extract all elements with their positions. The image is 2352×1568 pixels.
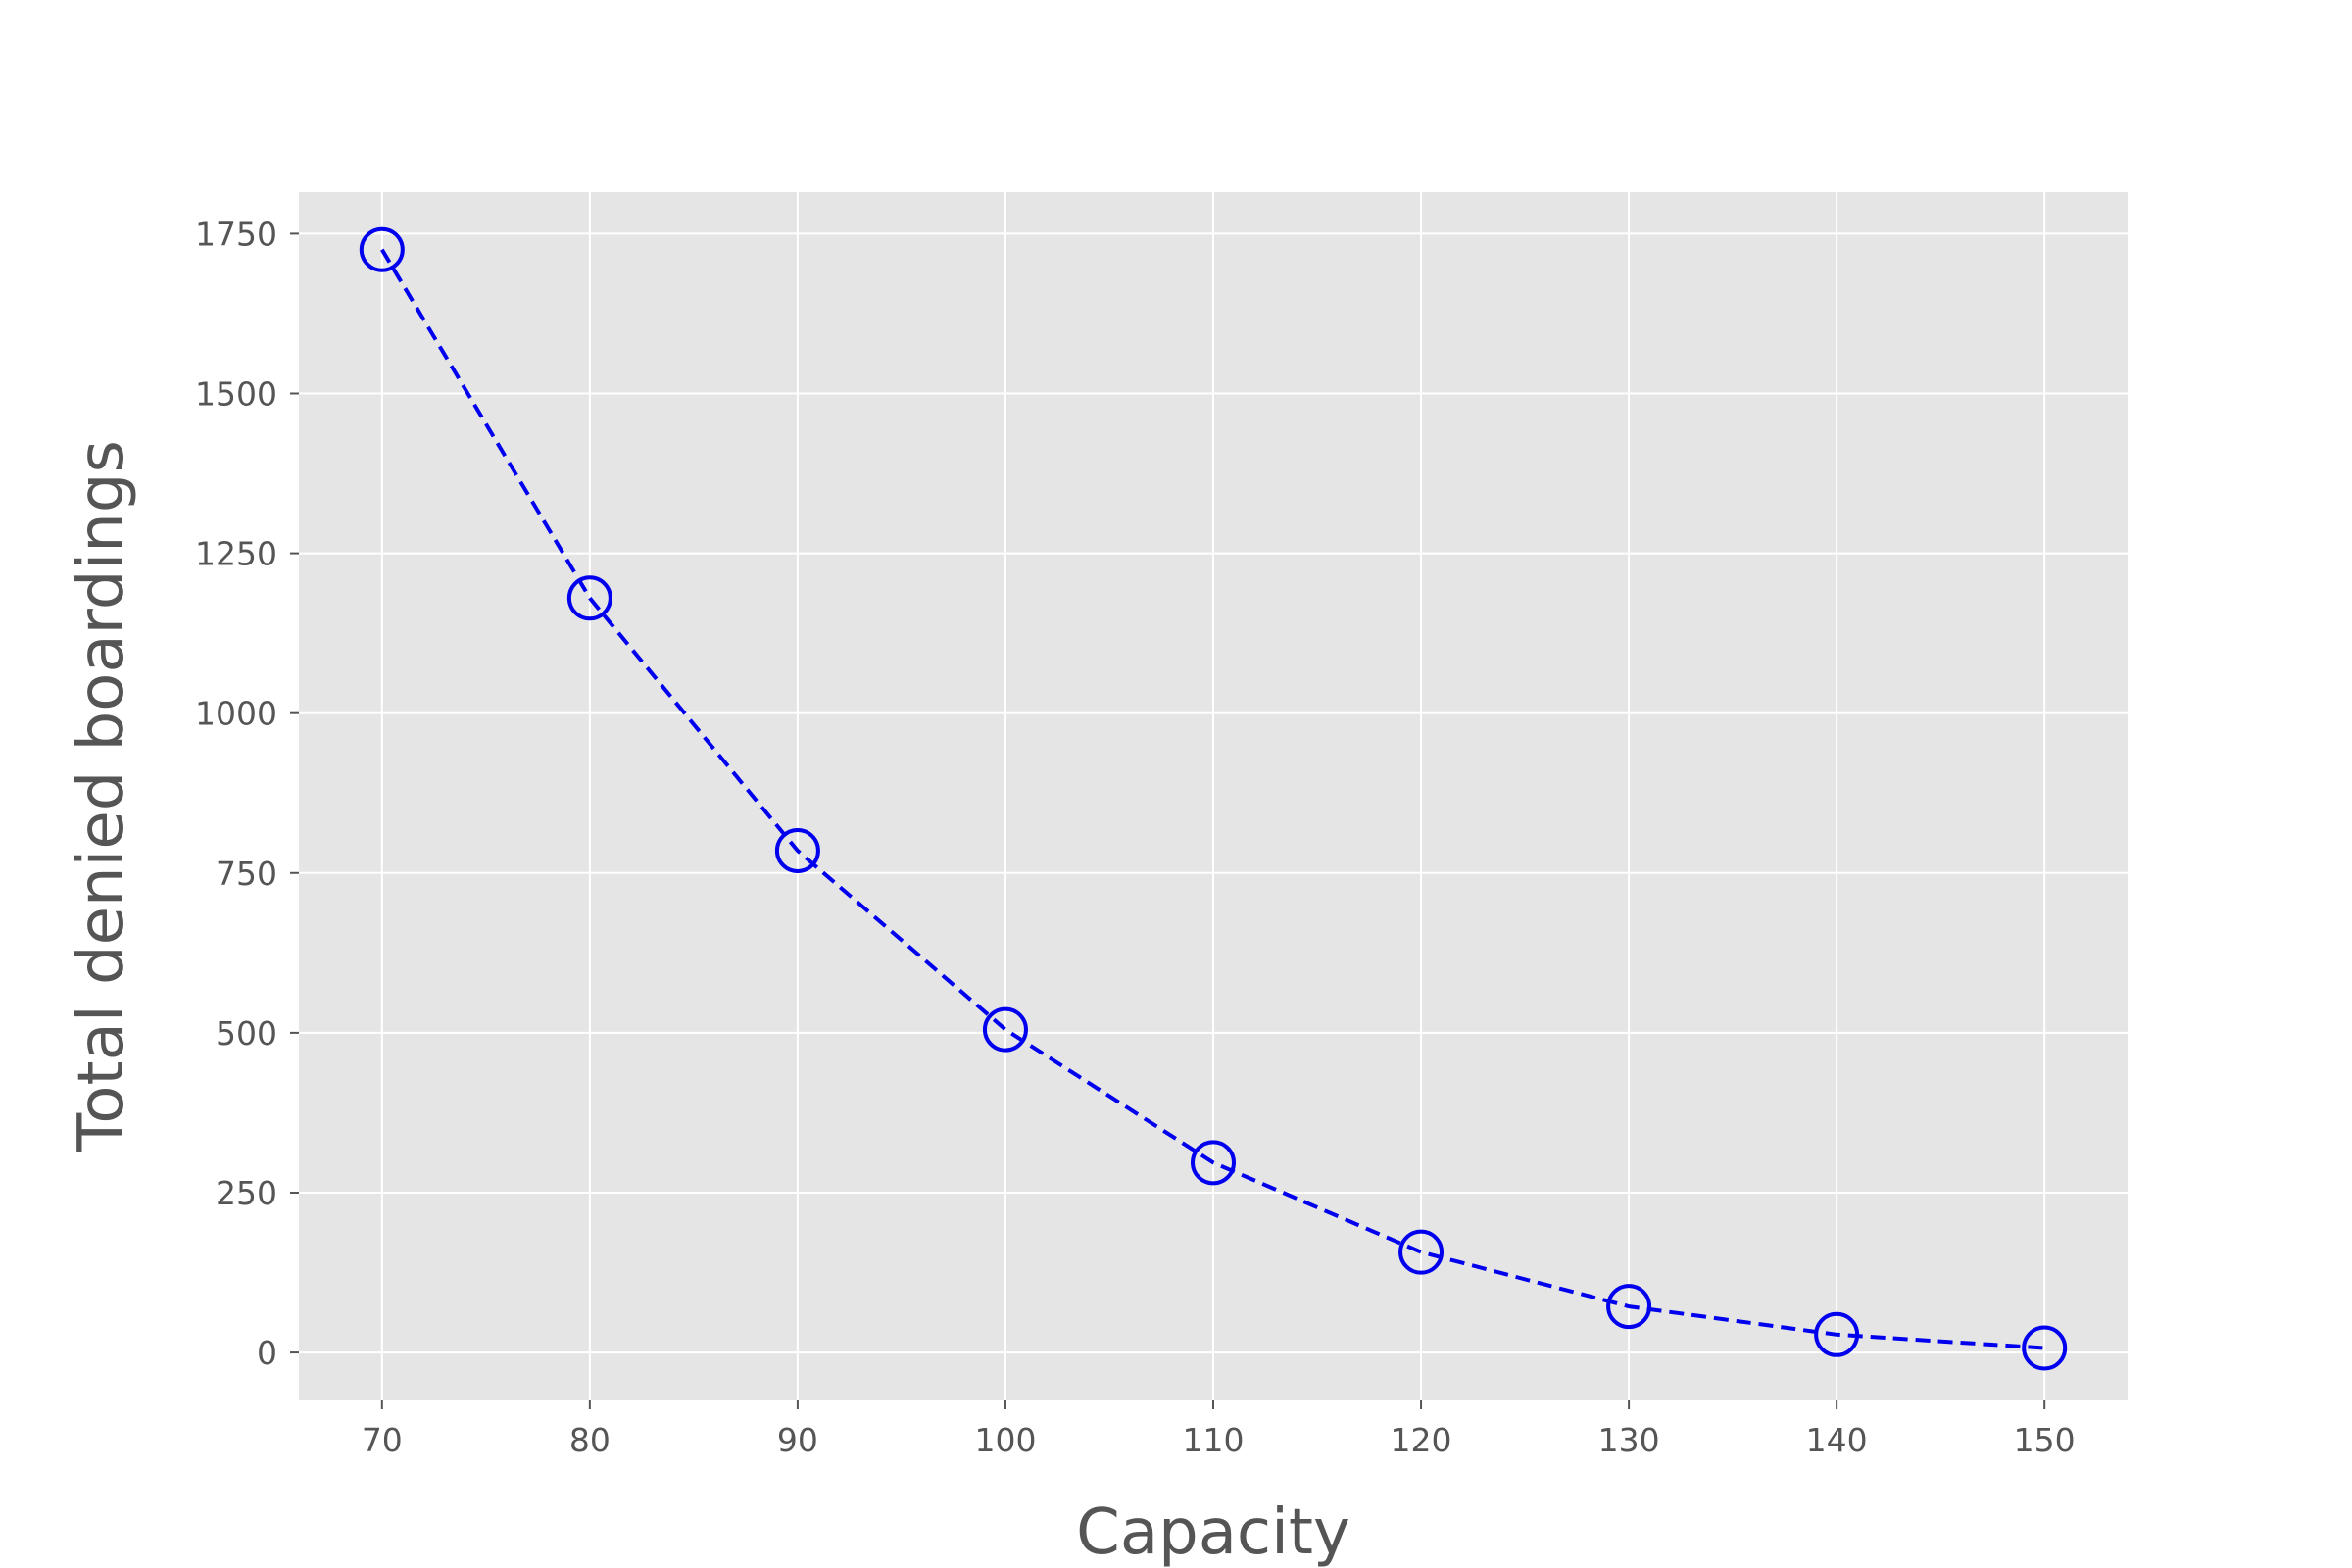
data-point (1191, 1140, 1236, 1186)
axis-tick-labels: 70 80 90 100 110 120 130 140 1500250500750100012… (195, 215, 2076, 1459)
x-tick-label: 150 (2014, 1421, 2076, 1459)
y-tick-label: 1250 (195, 535, 277, 573)
series-line (380, 248, 2045, 1350)
x-tick-label: 120 (1391, 1421, 1452, 1459)
data-point (2022, 1325, 2068, 1371)
x-tick-label: 140 (1806, 1421, 1868, 1459)
series-markers (359, 226, 2068, 1371)
data-point (359, 226, 405, 272)
x-tick-label: 130 (1598, 1421, 1660, 1459)
data-point (566, 575, 612, 621)
x-tick-label: 80 (569, 1421, 611, 1459)
data-point (774, 827, 820, 873)
x-tick-label: 90 (777, 1421, 818, 1459)
y-tick-label: 0 (257, 1334, 277, 1372)
y-tick-label: 1000 (195, 695, 277, 733)
y-tick-label: 750 (216, 855, 277, 893)
y-axis-label: Total denied boardings (66, 440, 138, 1152)
x-tick-label: 70 (362, 1421, 403, 1459)
y-tick-label: 1750 (195, 215, 277, 253)
data-point (982, 1006, 1028, 1053)
data-point (1814, 1311, 1860, 1357)
y-tick-label: 1500 (195, 375, 277, 414)
data-point (1398, 1229, 1445, 1275)
y-tick-label: 250 (216, 1174, 277, 1212)
x-axis-label: Capacity (1076, 1496, 1350, 1568)
grid-lines (299, 192, 2128, 1400)
x-tick-label: 100 (974, 1421, 1036, 1459)
axis-ticks (290, 232, 2046, 1409)
data-point (1606, 1284, 1652, 1330)
x-tick-label: 110 (1183, 1421, 1245, 1459)
y-tick-label: 500 (216, 1014, 277, 1053)
